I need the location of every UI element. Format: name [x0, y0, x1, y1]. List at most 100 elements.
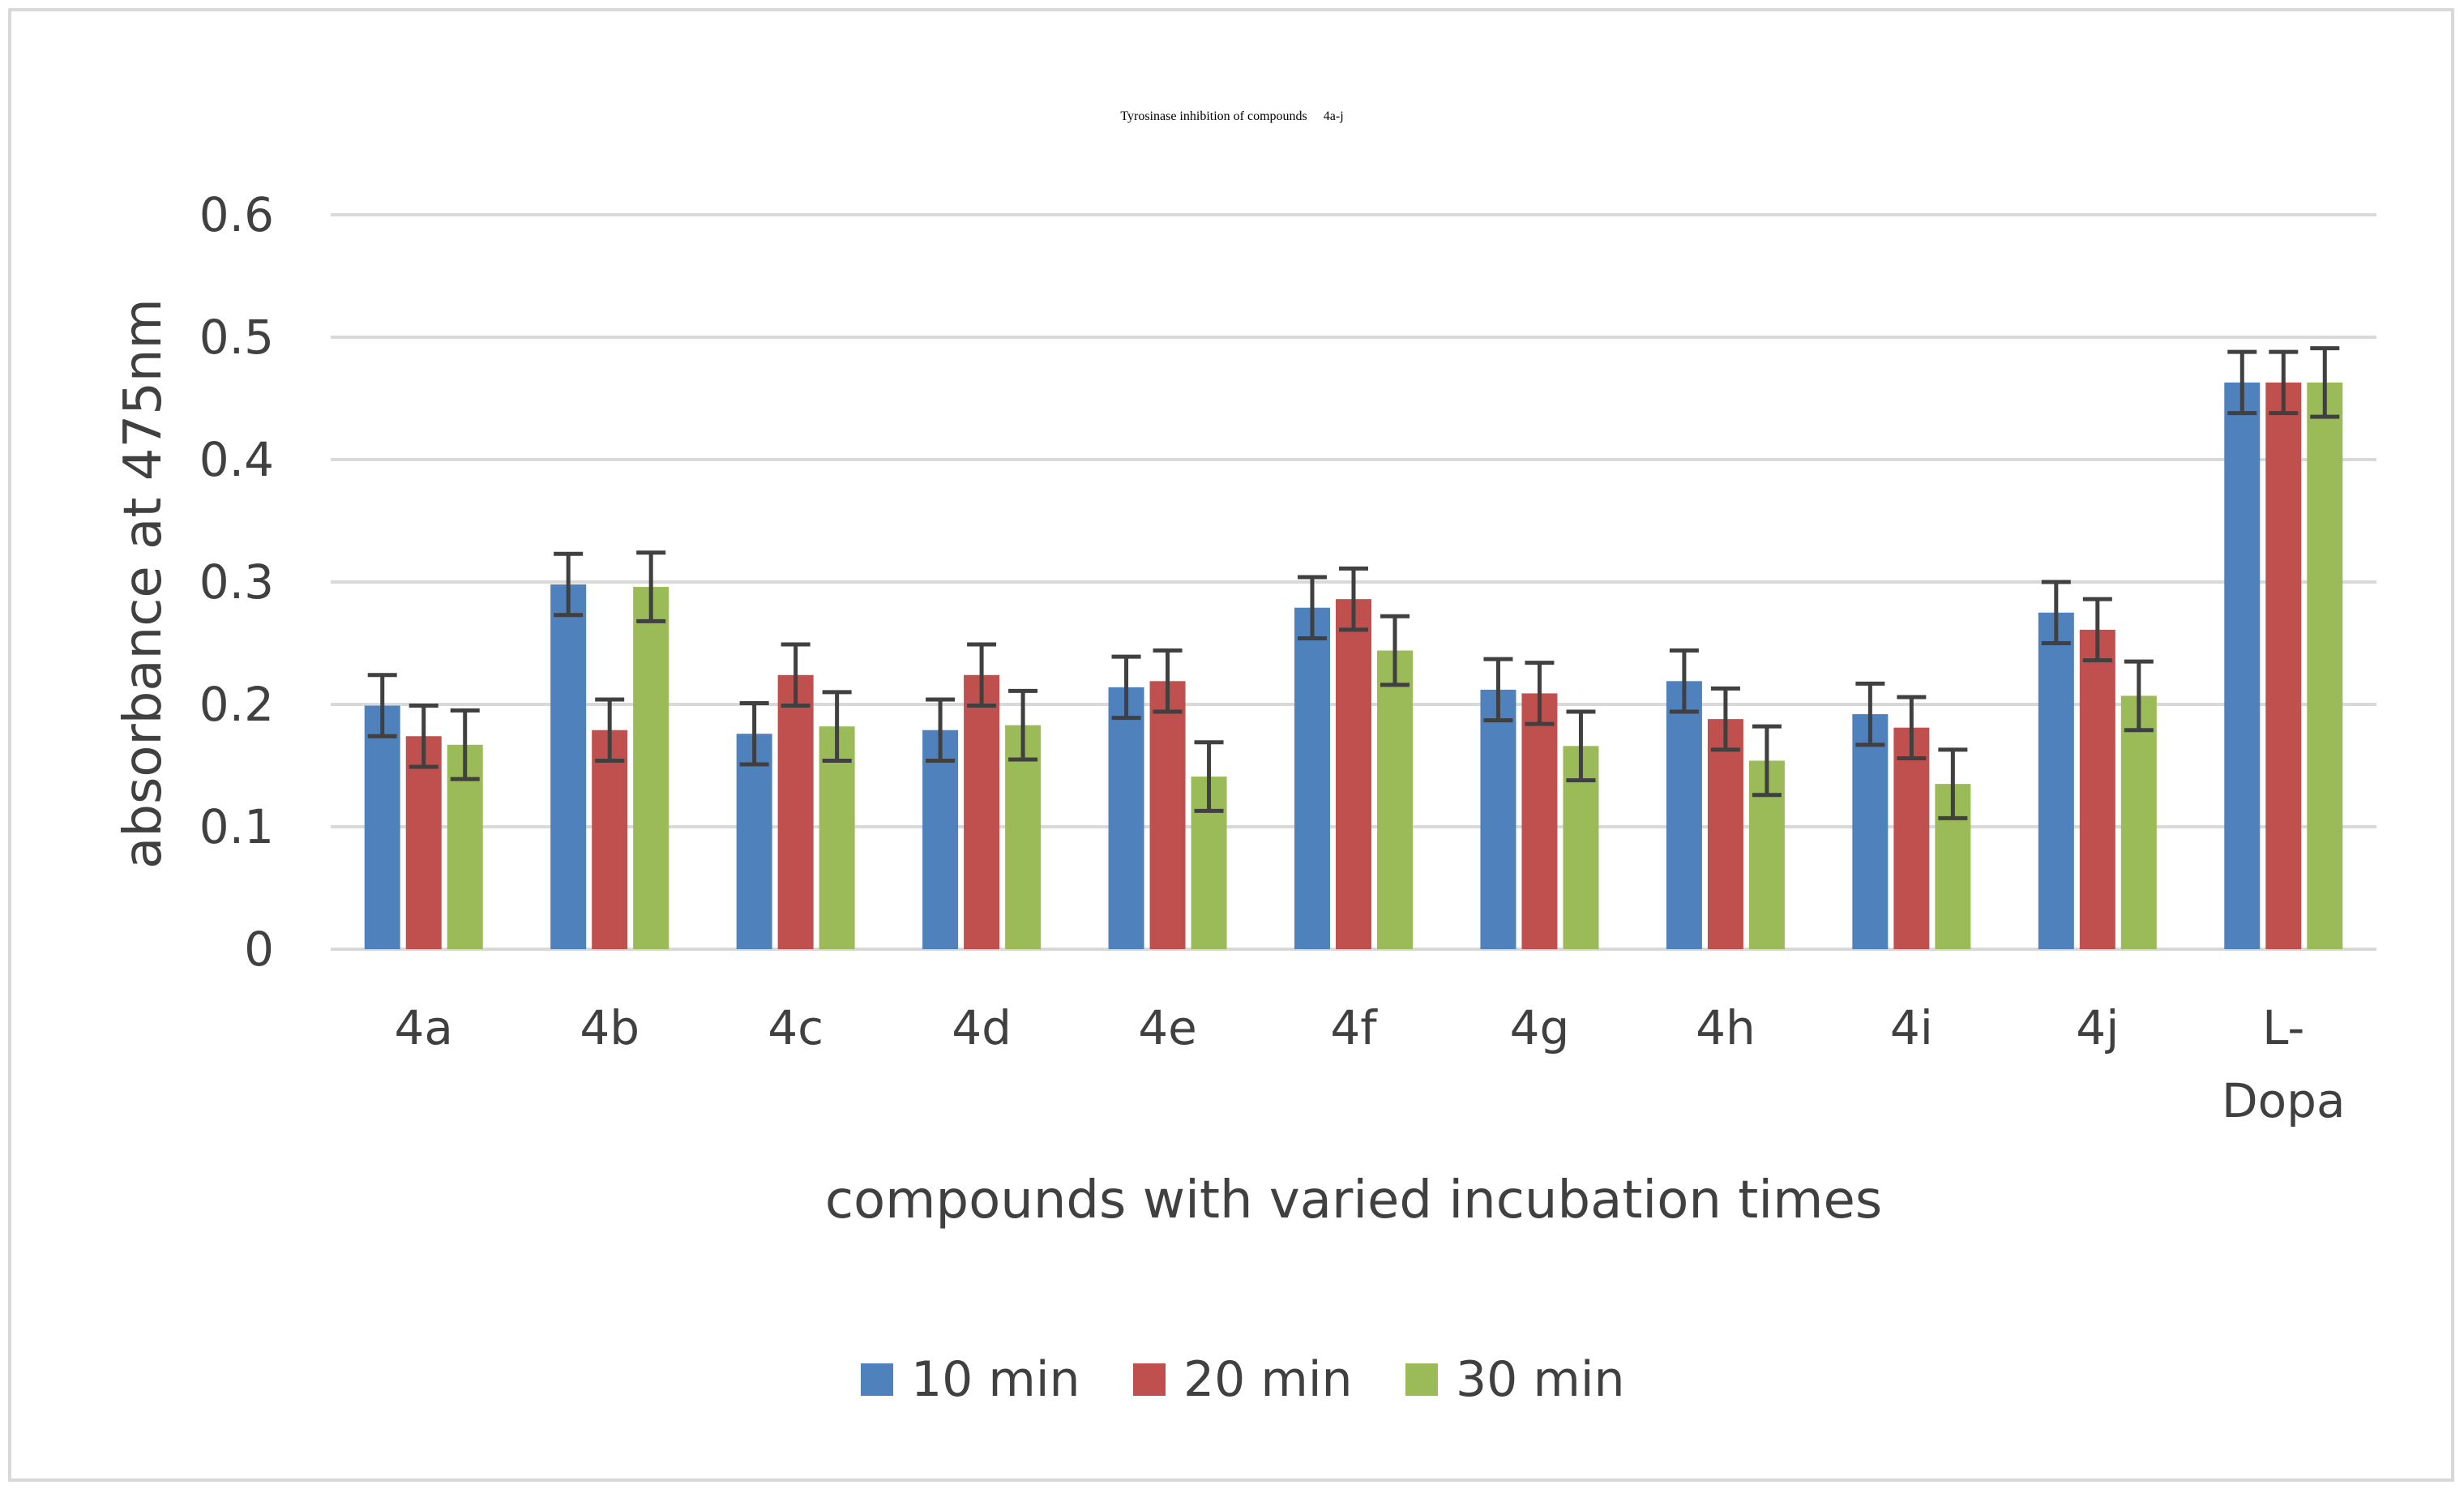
error-bar-20-min-4a — [409, 704, 438, 769]
y-axis-ticks: 0 0.1 0.2 0.3 0.4 0.5 0.6 — [199, 187, 274, 977]
x-tick-label: 4a — [395, 1000, 453, 1055]
error-bar-30-min-4c — [822, 690, 852, 763]
chart-title-main: Tyrosinase inhibition of compounds — [1120, 109, 1307, 123]
error-bar-30-min-4e — [1194, 740, 1224, 813]
legend-label: 30 min — [1456, 1351, 1625, 1408]
bar-10-min-4j — [2038, 612, 2074, 949]
y-tick-label: 0.2 — [199, 677, 274, 732]
bar-20-min-4d — [964, 674, 1000, 949]
bar-20-min-4e — [1149, 681, 1186, 949]
x-tick-label-line: 4f — [1330, 1000, 1378, 1055]
error-bar-30-min-L-Dopa — [2310, 346, 2340, 419]
error-bar-10-min-4d — [926, 697, 956, 763]
bar-30-min-4d — [1005, 725, 1042, 949]
y-tick-label: 0.6 — [199, 187, 274, 242]
x-tick-label-line: 4i — [1890, 1000, 1933, 1055]
bar-10-min-4e — [1108, 687, 1144, 949]
error-bar-10-min-4b — [554, 551, 584, 618]
x-axis-ticks: 4a 4b 4c 4d 4e 4f 4g 4h 4i 4j L- Dopa — [395, 1000, 2346, 1128]
error-bar-30-min-4i — [1938, 747, 1968, 820]
bar-20-min-4j — [2079, 629, 2115, 949]
bar-20-min-L-Dopa — [2265, 382, 2302, 949]
x-tick-label: 4c — [768, 1000, 823, 1055]
error-bar-10-min-4a — [367, 673, 397, 738]
x-tick-label-line: 4d — [952, 1000, 1012, 1055]
error-bar-10-min-4i — [1855, 681, 1885, 747]
legend-swatch — [1133, 1363, 1166, 1396]
y-tick-label: 0.1 — [199, 799, 274, 854]
error-bar-30-min-4f — [1380, 614, 1410, 687]
x-axis-title: compounds with varied incubation times — [825, 1170, 1882, 1230]
error-bar-10-min-4c — [739, 700, 769, 767]
x-tick-label: 4g — [1510, 1000, 1570, 1055]
bar-10-min-4a — [364, 705, 400, 949]
error-bar-20-min-4h — [1710, 686, 1740, 752]
x-tick-label: 4d — [952, 1000, 1012, 1055]
x-tick-label: 4e — [1138, 1000, 1197, 1055]
x-tick-label-line: 4c — [768, 1000, 823, 1055]
legend: 10 min 20 min 30 min — [861, 1351, 1625, 1408]
bar-20-min-4c — [777, 674, 814, 949]
bar-10-min-4b — [550, 584, 587, 949]
error-bar-30-min-4j — [2124, 659, 2154, 733]
bar-20-min-4i — [1893, 727, 1930, 949]
bar-10-min-4g — [1480, 689, 1516, 949]
y-tick-label: 0 — [244, 922, 274, 977]
error-bars — [367, 346, 2340, 820]
bar-20-min-4a — [405, 736, 442, 949]
x-tick-label-line: 4g — [1510, 1000, 1570, 1055]
error-bar-20-min-4f — [1339, 566, 1368, 632]
y-tick-label: 0.4 — [199, 432, 274, 487]
error-bar-10-min-4j — [2041, 580, 2071, 645]
bar-10-min-4c — [736, 734, 772, 949]
error-bar-30-min-4b — [636, 550, 666, 623]
bar-30-min-4b — [633, 587, 669, 949]
bar-20-min-4b — [592, 730, 628, 949]
error-bar-30-min-4a — [450, 708, 480, 781]
y-axis-title: absorbance at 475nm — [113, 298, 173, 869]
x-tick-label: 4j — [2076, 1000, 2119, 1055]
error-bar-30-min-4h — [1752, 724, 1782, 798]
bar-10-min-4f — [1294, 607, 1330, 949]
x-tick-label-line: 4h — [1696, 1000, 1756, 1055]
bars — [364, 382, 2343, 949]
bar-10-min-4i — [1852, 714, 1889, 949]
legend-swatch — [861, 1363, 893, 1396]
error-bar-10-min-4e — [1111, 654, 1141, 721]
legend-label: 20 min — [1183, 1351, 1353, 1408]
bar-30-min-4f — [1377, 650, 1413, 949]
x-tick-label: L- Dopa — [2222, 1000, 2346, 1128]
chart-title: Tyrosinase inhibition of compounds 4a-j — [1120, 109, 1343, 123]
error-bar-20-min-4d — [967, 642, 997, 708]
x-tick-label-line: L- — [2262, 1000, 2304, 1055]
error-bar-20-min-4i — [1897, 695, 1927, 760]
gridlines — [331, 213, 2376, 951]
x-tick-label: 4h — [1696, 1000, 1756, 1055]
bar-10-min-L-Dopa — [2224, 382, 2261, 949]
error-bar-20-min-4e — [1153, 648, 1183, 714]
x-tick-label: 4f — [1330, 1000, 1378, 1055]
error-bar-20-min-4b — [595, 697, 625, 763]
x-tick-label: 4i — [1890, 1000, 1933, 1055]
bar-30-min-4c — [819, 726, 855, 949]
error-bar-10-min-L-Dopa — [2227, 349, 2257, 416]
legend-label: 10 min — [911, 1351, 1080, 1408]
bar-20-min-4f — [1336, 599, 1371, 949]
error-bar-10-min-4h — [1669, 648, 1699, 714]
x-tick-label-line: 4b — [580, 1000, 640, 1055]
error-bar-30-min-4d — [1008, 688, 1038, 762]
error-bar-20-min-4c — [781, 642, 811, 708]
x-tick-label-line: Dopa — [2222, 1073, 2346, 1128]
error-bar-20-min-4g — [1525, 661, 1555, 726]
x-tick-label-line: 4a — [395, 1000, 453, 1055]
bar-10-min-4h — [1666, 681, 1702, 949]
bar-30-min-4j — [2120, 695, 2157, 949]
error-bar-20-min-L-Dopa — [2269, 349, 2299, 416]
error-bar-10-min-4g — [1483, 657, 1513, 723]
x-tick-label-line: 4j — [2076, 1000, 2119, 1055]
y-tick-label: 0.5 — [199, 310, 274, 365]
bar-30-min-L-Dopa — [2307, 382, 2343, 949]
chart-title-bold: 4a-j — [1324, 109, 1344, 123]
